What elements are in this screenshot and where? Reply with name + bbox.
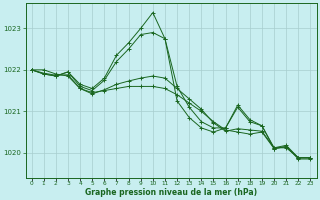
X-axis label: Graphe pression niveau de la mer (hPa): Graphe pression niveau de la mer (hPa) xyxy=(85,188,257,197)
